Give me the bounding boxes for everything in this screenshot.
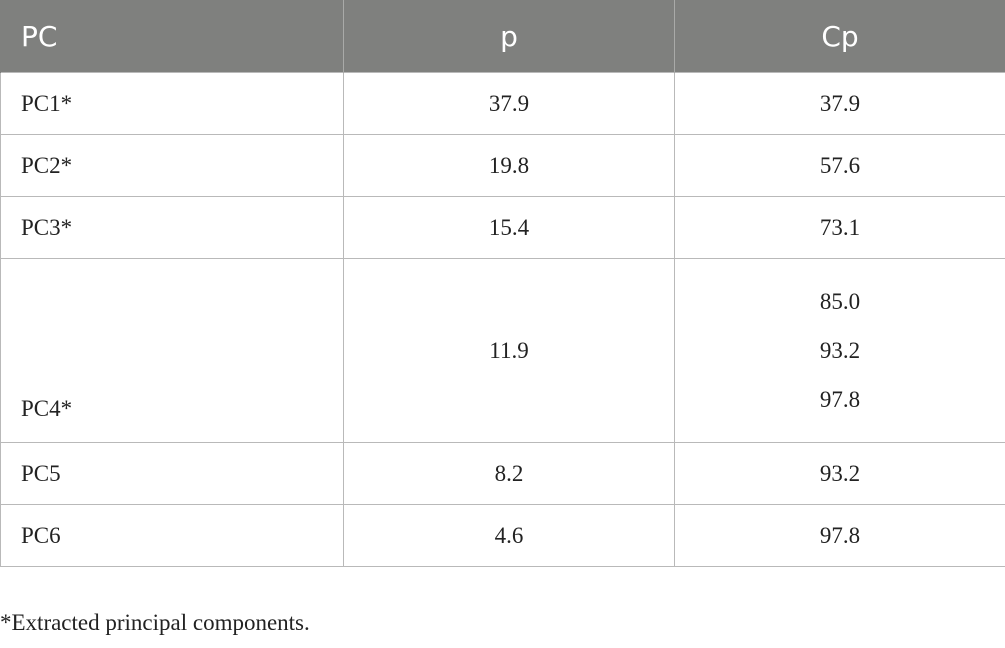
cp-cell: 93.2: [674, 442, 1005, 505]
principal-components-table: PC p Cp PC1* 37.9 37.9 PC2* 19.8 57.6 PC…: [0, 0, 1005, 567]
table-row: PC1* 37.9 37.9: [0, 72, 1005, 135]
pc-cell: PC6: [0, 504, 344, 567]
pc-cell: PC3*: [0, 196, 344, 259]
pc-cell: PC1*: [0, 72, 344, 135]
table-row: PC3* 15.4 73.1: [0, 196, 1005, 259]
cp-cell: 97.8: [674, 504, 1005, 567]
p-cell: 4.6: [343, 504, 675, 567]
table-body: PC1* 37.9 37.9 PC2* 19.8 57.6 PC3* 15.4 …: [0, 72, 1005, 567]
table-row: PC5 8.2 93.2: [0, 442, 1005, 505]
p-cell: 11.9: [343, 258, 675, 443]
table-row: PC4* 11.9 85.0 93.2 97.8: [0, 258, 1005, 443]
cp-cell: 73.1: [674, 196, 1005, 259]
cp-value: 93.2: [819, 338, 861, 363]
table-footnote: *Extracted principal components.: [0, 610, 310, 635]
cp-cell: 57.6: [674, 134, 1005, 197]
header-row: PC p Cp: [0, 0, 1005, 73]
pc-cell: PC5: [0, 442, 344, 505]
table-header: PC p Cp: [0, 0, 1005, 73]
header-pc: PC: [0, 0, 344, 73]
header-p: p: [343, 0, 675, 73]
cp-value: 97.8: [819, 387, 861, 412]
p-cell: 15.4: [343, 196, 675, 259]
pc-cell: PC2*: [0, 134, 344, 197]
table-row: PC6 4.6 97.8: [0, 504, 1005, 567]
cp-cell: 37.9: [674, 72, 1005, 135]
pc-cell: PC4*: [0, 258, 344, 443]
p-cell: 37.9: [343, 72, 675, 135]
cp-cell-stacked: 85.0 93.2 97.8: [674, 258, 1005, 443]
p-cell: 8.2: [343, 442, 675, 505]
table-row: PC2* 19.8 57.6: [0, 134, 1005, 197]
header-cp: Cp: [674, 0, 1005, 73]
p-cell: 19.8: [343, 134, 675, 197]
cp-value: 85.0: [819, 289, 861, 314]
